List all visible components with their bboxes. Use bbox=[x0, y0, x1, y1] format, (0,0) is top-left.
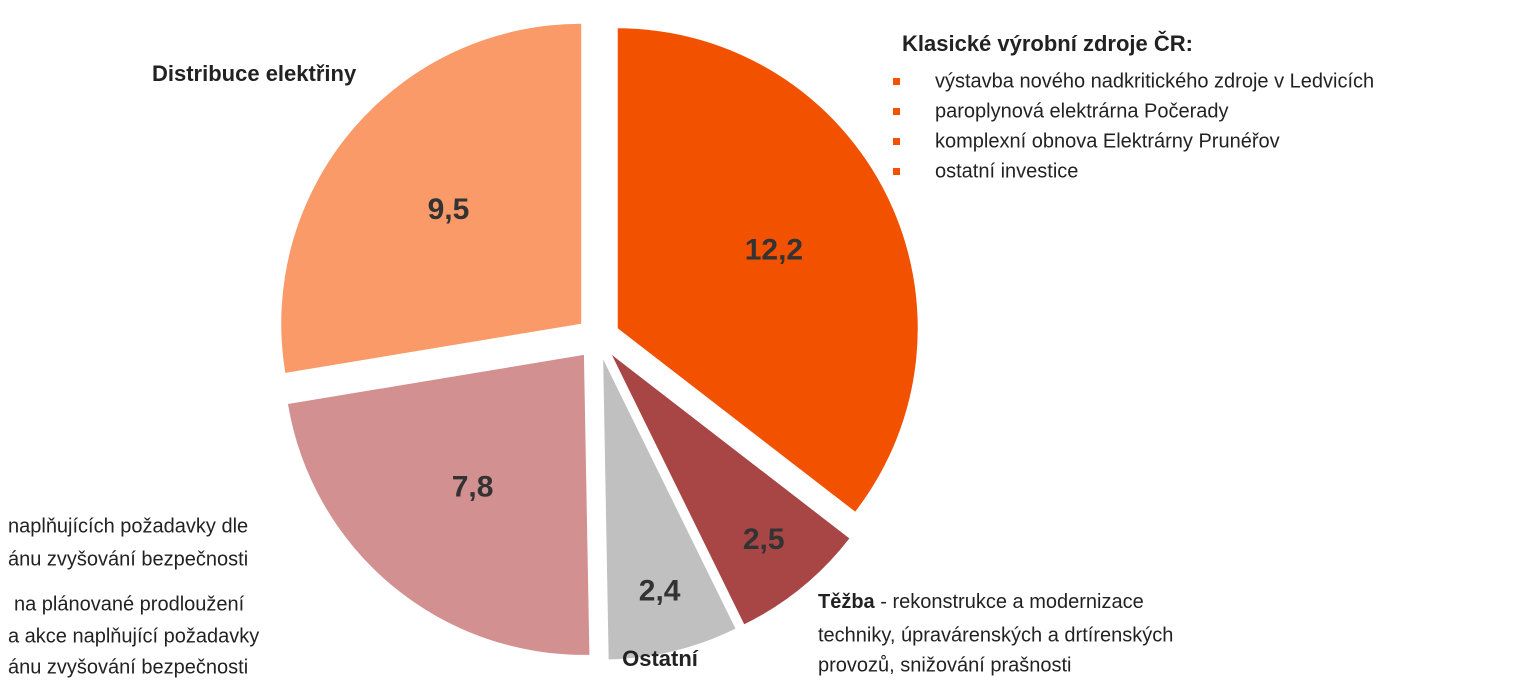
description: techniky, úpravárenských a drtírenských bbox=[818, 624, 1173, 646]
list-item: komplexní obnova Elektrárny Prunéřov bbox=[935, 130, 1280, 152]
list-item: ostatní investice bbox=[935, 160, 1078, 182]
annotation: a akce naplňující požadavky bbox=[8, 625, 259, 647]
category-label: Ostatní bbox=[622, 646, 699, 671]
description: provozů, snižování prašnosti bbox=[818, 654, 1071, 676]
value-label: 7,8 bbox=[452, 471, 494, 504]
slice bbox=[287, 354, 590, 655]
list-item: výstavba nového nadkritického zdroje v L… bbox=[935, 70, 1374, 92]
value-label: 2,4 bbox=[639, 575, 681, 608]
slice bbox=[603, 359, 736, 660]
bullet bbox=[893, 168, 900, 175]
bullet bbox=[893, 138, 900, 145]
slice bbox=[617, 28, 918, 512]
annotation: ánu zvyšování bezpečnosti bbox=[8, 656, 248, 678]
bullet bbox=[893, 78, 900, 85]
annotation: na plánované prodloužení bbox=[14, 593, 245, 615]
mining-text: Těžba - rekonstrukce a modernizace bbox=[818, 591, 1144, 613]
annotation: ánu zvyšování bezpečnosti bbox=[8, 548, 248, 570]
pie bbox=[281, 23, 918, 660]
value-label: 9,5 bbox=[428, 193, 470, 226]
description: - rekonstrukce a modernizace bbox=[880, 591, 1143, 613]
category-label: Distribuce elektřiny bbox=[152, 61, 357, 86]
bullet bbox=[893, 108, 900, 115]
value-label: 2,5 bbox=[743, 523, 785, 556]
value-label: 12,2 bbox=[745, 234, 803, 267]
category-label: Těžba bbox=[818, 591, 876, 613]
slice bbox=[611, 355, 850, 625]
list-item: paroplynová elektrárna Počerady bbox=[935, 100, 1229, 122]
category-label: Klasické výrobní zdroje ČR: bbox=[902, 31, 1193, 56]
slice bbox=[281, 23, 582, 373]
annotation: naplňujících požadavky dle bbox=[8, 515, 248, 537]
